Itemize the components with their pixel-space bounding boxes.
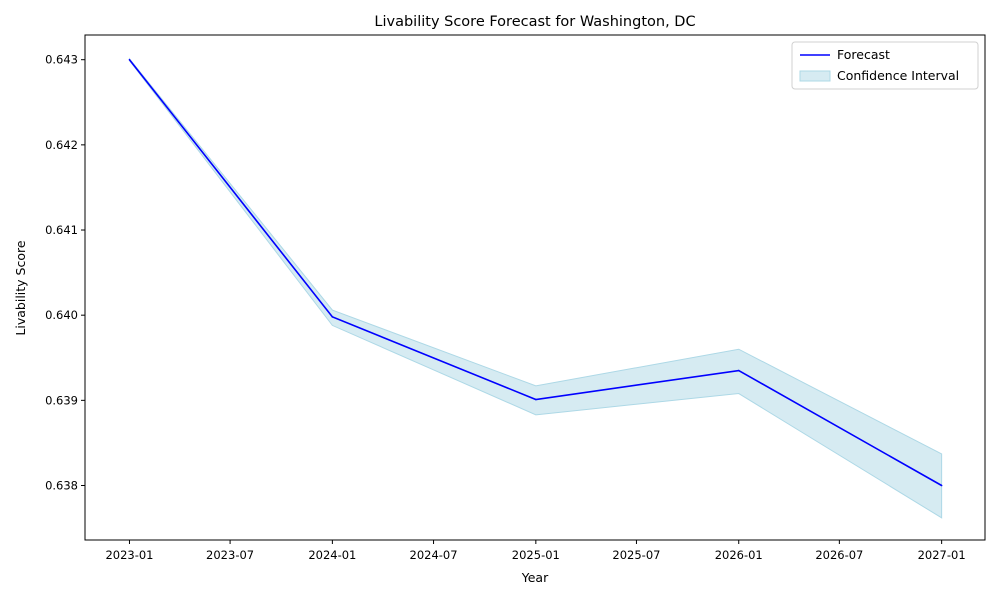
x-tick-label: 2023-07 bbox=[206, 548, 254, 562]
axes-frame bbox=[84, 34, 986, 541]
forecast-point bbox=[331, 316, 334, 318]
chart-title: Livability Score Forecast for Washington… bbox=[374, 14, 695, 30]
forecast-point bbox=[940, 484, 943, 487]
x-tick-label: 2024-07 bbox=[410, 548, 458, 562]
x-tick-label: 2026-07 bbox=[815, 548, 863, 562]
x-tick-label: 2023-01 bbox=[105, 548, 153, 562]
y-tick-label: 0.639 bbox=[45, 393, 78, 407]
x-tick-label: 2025-07 bbox=[612, 548, 660, 562]
y-tick-label: 0.641 bbox=[45, 223, 78, 237]
x-axis-label: Year bbox=[521, 570, 549, 585]
legend-forecast-label: Forecast bbox=[837, 47, 890, 62]
x-tick-label: 2026-01 bbox=[715, 548, 763, 562]
y-tick-label: 0.643 bbox=[45, 53, 78, 67]
y-tick-label: 0.640 bbox=[45, 308, 78, 322]
x-tick-label: 2024-01 bbox=[308, 548, 356, 562]
forecast-point bbox=[535, 398, 537, 401]
y-tick-label: 0.642 bbox=[45, 138, 78, 152]
x-tick-label: 2025-01 bbox=[512, 548, 560, 562]
x-tick-label: 2027-01 bbox=[918, 548, 966, 562]
legend-box bbox=[791, 41, 979, 90]
y-axis-label: Livability Score bbox=[13, 240, 28, 335]
legend: Forecast Confidence Interval bbox=[791, 41, 979, 90]
forecast-point bbox=[737, 369, 740, 372]
y-tick-label: 0.638 bbox=[45, 478, 78, 492]
plot-area: 2023-01 2023-07 2024-01 2024-07 2025-01 2025-… bbox=[45, 34, 986, 562]
forecast-point bbox=[128, 58, 131, 61]
legend-ci-label: Confidence Interval bbox=[837, 68, 959, 83]
confidence-band bbox=[128, 57, 943, 519]
legend-ci-swatch bbox=[799, 70, 831, 82]
